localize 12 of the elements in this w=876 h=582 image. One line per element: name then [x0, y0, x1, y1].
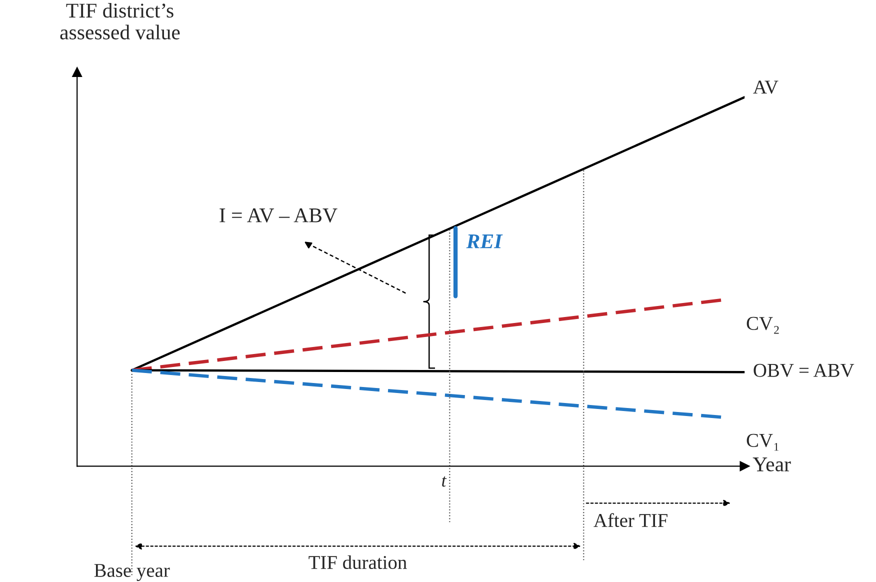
text: TIF duration — [308, 555, 407, 570]
text: t — [442, 476, 447, 487]
series-label: CV₂ — [746, 316, 779, 334]
annotation: I = AV – ABV — [220, 208, 338, 222]
text: After TIF — [594, 513, 668, 528]
series-label: CV₁ — [746, 434, 778, 451]
series-label: AV — [753, 80, 778, 94]
y-axis-title: TIF district’s assessed value — [60, 3, 180, 40]
text: Base year — [94, 564, 170, 582]
x-axis-title: Year — [752, 458, 791, 472]
series-label: OBV = ABV — [754, 364, 854, 378]
annotation: REI — [466, 234, 503, 248]
